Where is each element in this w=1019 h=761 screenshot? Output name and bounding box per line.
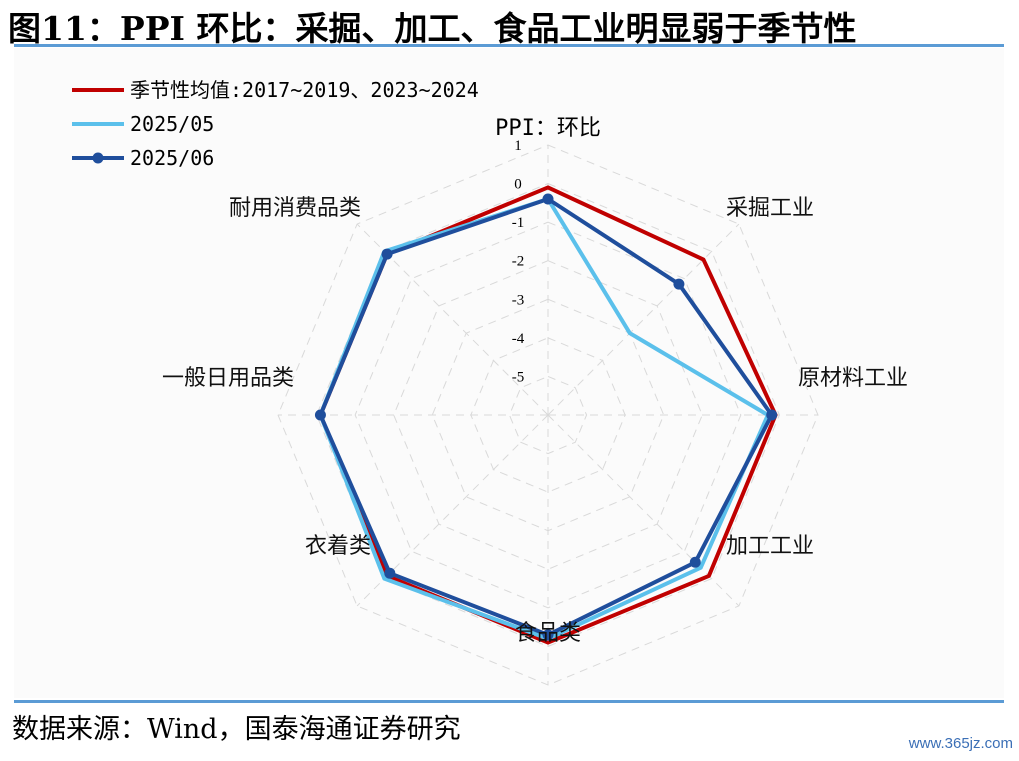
radius-tick-labels: 1 0 -1 -2 -3 -4 -5	[512, 138, 525, 385]
category-label: 衣着类	[305, 534, 371, 559]
series-point	[381, 248, 393, 260]
source-note: 数据来源：Wind，国泰海通证券研究	[12, 714, 461, 745]
category-label: 原材料工业	[798, 366, 908, 391]
legend-label: 季节性均值:2017~2019、2023~2024	[130, 78, 479, 102]
watermark: www.365jz.com	[908, 735, 1013, 752]
category-label: 一般日用品类	[162, 366, 294, 391]
category-label: 加工工业	[726, 534, 814, 559]
chart-title: PPI：环比	[495, 116, 601, 141]
radius-tick-label: -3	[512, 292, 525, 308]
radius-tick-label: -5	[512, 369, 525, 385]
legend: 季节性均值:2017~2019、2023~2024 2025/05 2025/06	[72, 78, 479, 170]
grid-ring	[470, 337, 626, 493]
series-point	[542, 193, 554, 205]
series-point	[766, 409, 778, 421]
bottom-rule	[14, 700, 1004, 703]
radius-tick-label: 1	[514, 138, 522, 154]
series-point	[384, 567, 396, 579]
category-label: 耐用消费品类	[229, 196, 361, 221]
radius-tick-label: -2	[512, 254, 525, 270]
legend-marker	[92, 152, 104, 164]
radius-tick-label: -4	[512, 331, 525, 347]
series-point	[673, 278, 685, 290]
series-point	[542, 629, 554, 641]
series-point	[689, 556, 701, 568]
grid-spoke	[547, 414, 740, 607]
grid-ring	[354, 221, 742, 609]
grid-ring	[393, 260, 703, 570]
legend-label: 2025/05	[130, 112, 214, 136]
top-rule	[14, 44, 1004, 47]
grid-ring	[508, 375, 588, 455]
plot-background	[14, 48, 1004, 698]
radius-tick-label: 0	[514, 177, 522, 193]
category-label: 食品类	[515, 621, 581, 646]
series-point	[314, 409, 326, 421]
figure-title: 图11：PPI 环比：采掘、加工、食品工业明显弱于季节性	[8, 9, 857, 48]
legend-label: 2025/06	[130, 146, 214, 170]
radar-grid	[277, 144, 819, 686]
grid-spoke	[547, 223, 740, 416]
series-layer	[314, 185, 778, 645]
radius-tick-label: -1	[512, 215, 525, 231]
category-label: 采掘工业	[726, 196, 814, 221]
